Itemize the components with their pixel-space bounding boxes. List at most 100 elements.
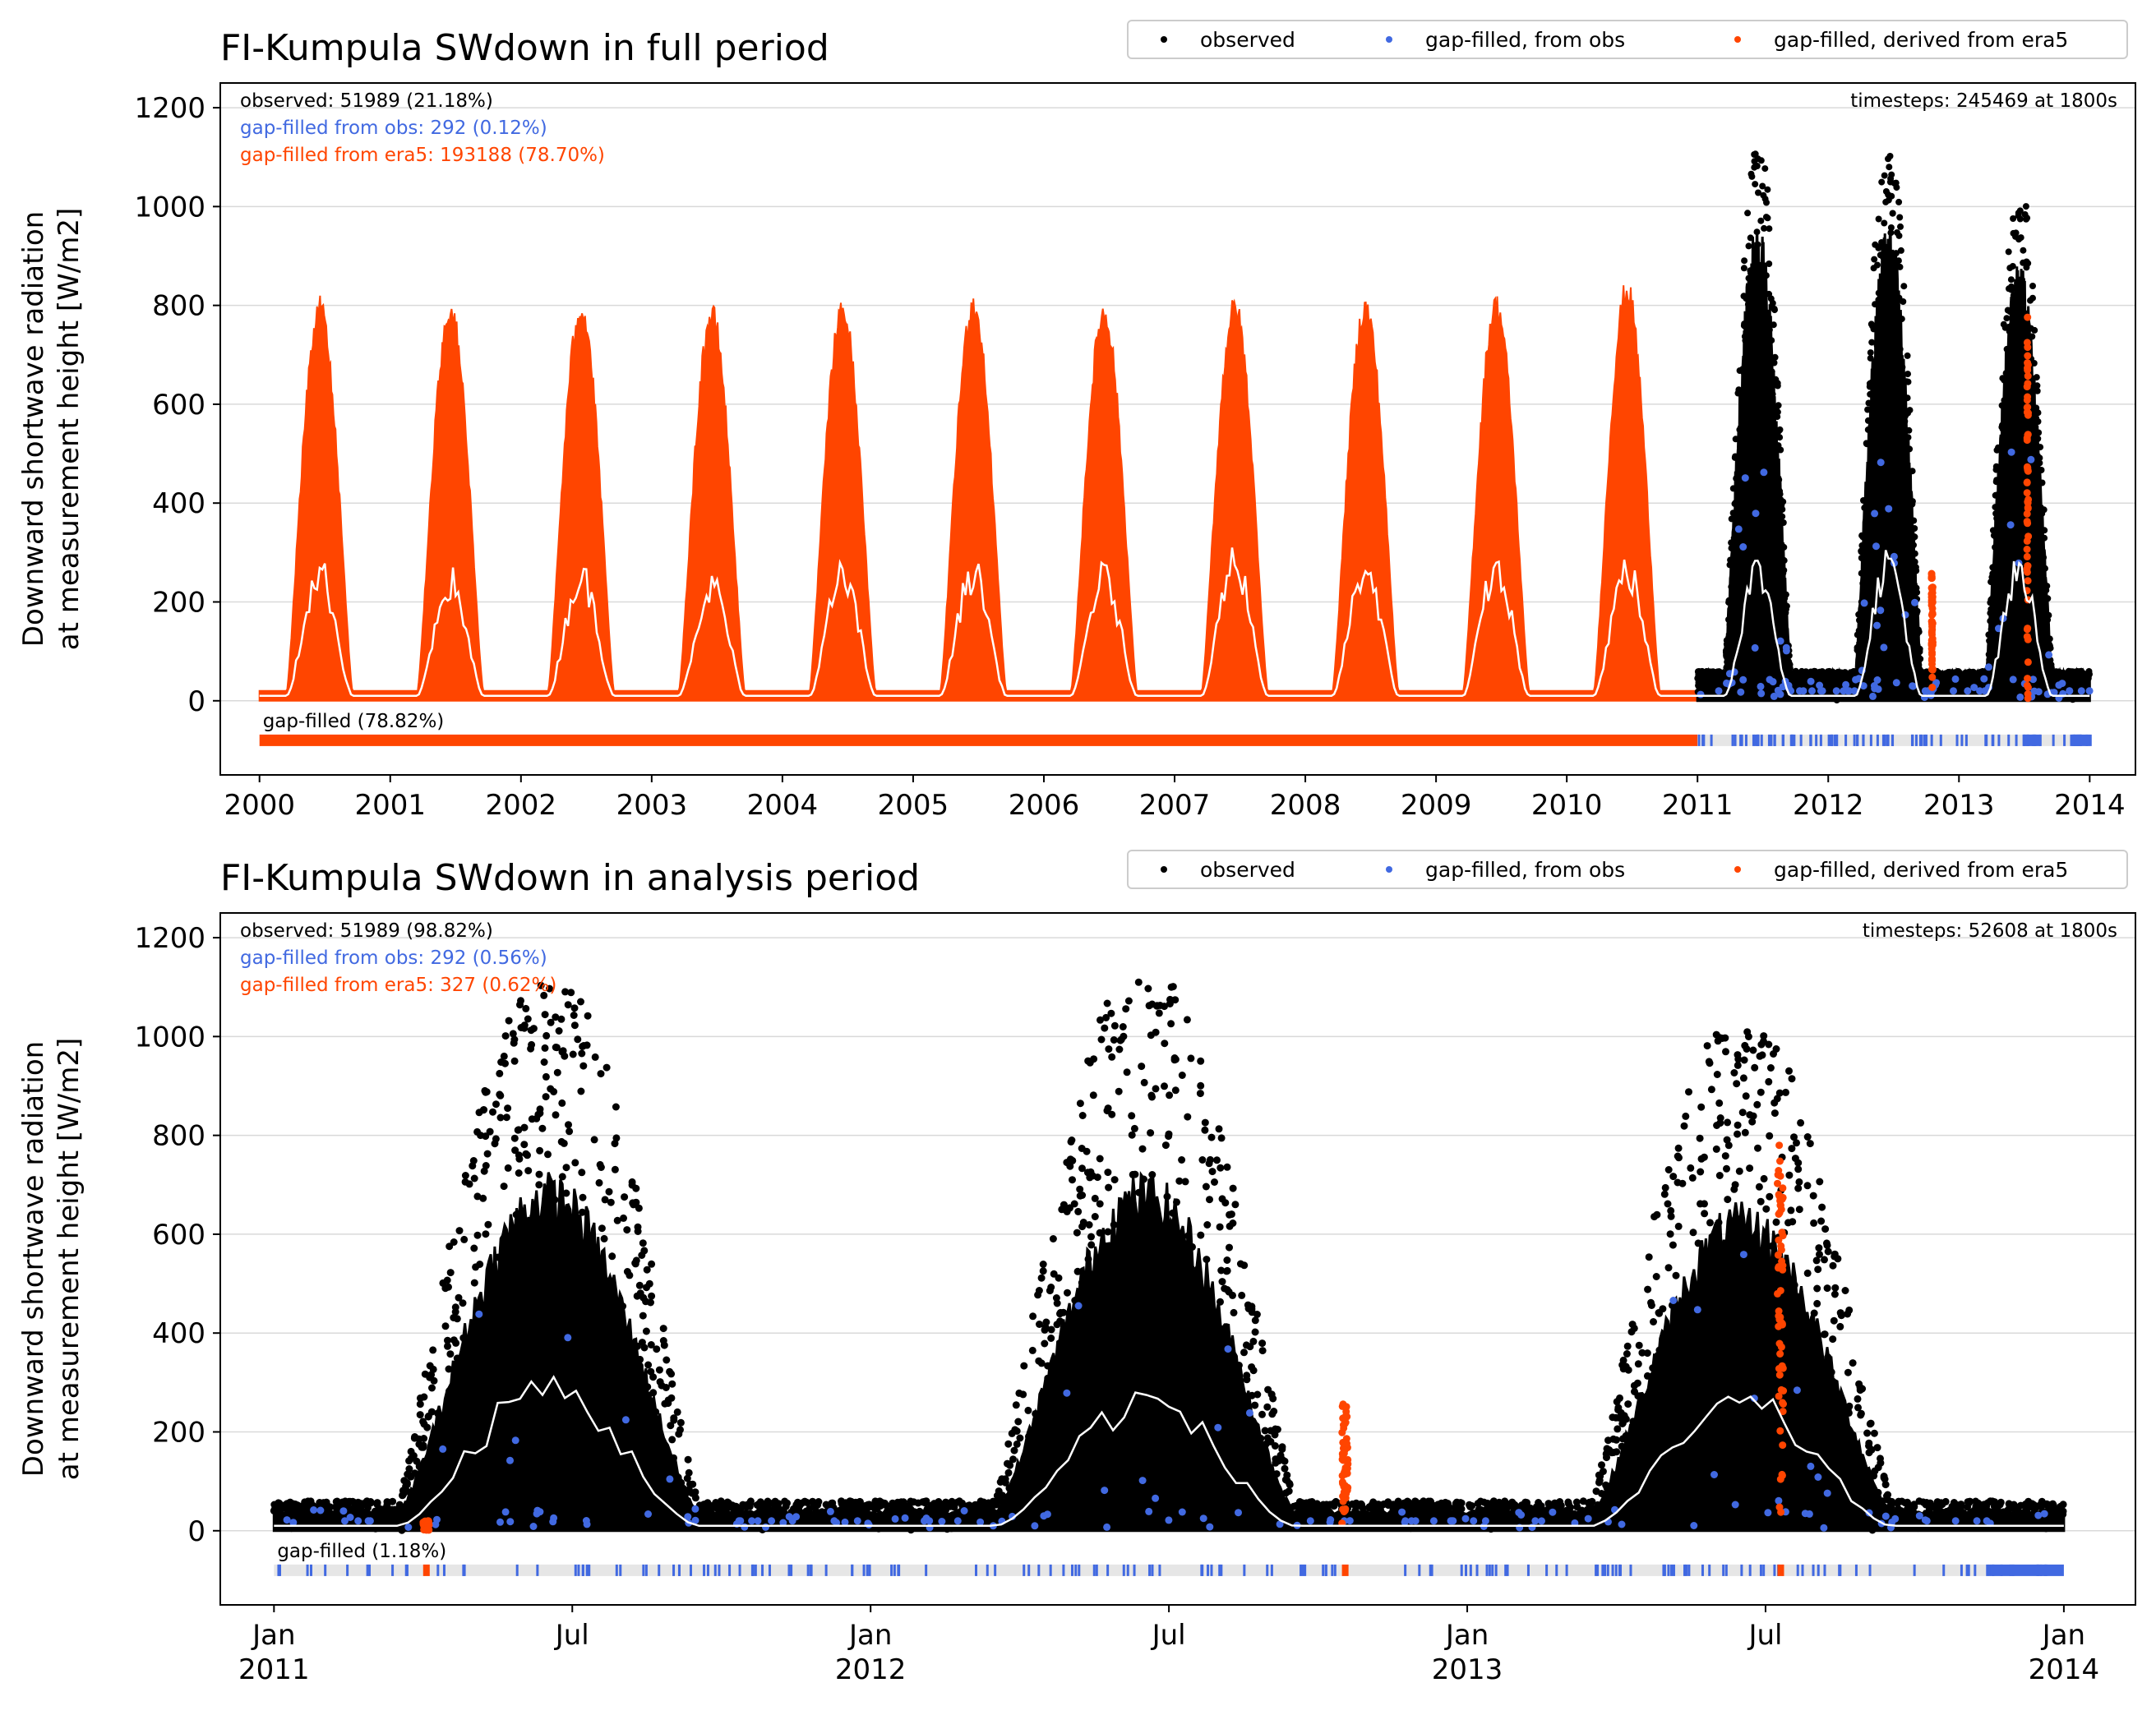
observed-point: [1873, 422, 1881, 430]
observed-point: [1219, 1394, 1226, 1402]
observed-point: [1984, 1499, 1992, 1507]
observed-point: [942, 1498, 950, 1506]
observed-point: [1749, 321, 1757, 329]
observed-point: [490, 1373, 498, 1381]
observed-point: [1895, 324, 1902, 331]
observed-point: [1694, 1239, 1702, 1247]
observed-point: [1874, 475, 1881, 482]
observed-point: [2008, 389, 2015, 396]
observed-point: [2012, 628, 2020, 635]
observed-point: [492, 1100, 500, 1109]
observed-point: [1734, 1215, 1743, 1224]
era5-gapfill-point: [2024, 505, 2032, 513]
observed-point: [434, 1409, 441, 1418]
observed-point: [1377, 1505, 1384, 1514]
observed-point: [1701, 1406, 1709, 1414]
observed-point: [510, 1134, 519, 1142]
observed-point: [1744, 301, 1752, 308]
observed-point: [466, 1443, 474, 1451]
x-tick-label: 2012: [1793, 789, 1864, 822]
observed-point: [426, 1362, 434, 1370]
observed-point: [1371, 1514, 1379, 1522]
observed-point: [1910, 517, 1918, 524]
observed-point: [1895, 232, 1903, 239]
observed-point: [1674, 1222, 1683, 1230]
era5-gapfill-point: [1775, 1365, 1783, 1372]
observed-point: [1749, 275, 1757, 283]
gapfilled-obs-point: [1697, 690, 1705, 698]
observed-point: [1184, 1232, 1193, 1240]
observed-point: [552, 1111, 560, 1119]
observed-point: [1110, 1176, 1119, 1184]
observed-point: [1674, 1178, 1682, 1187]
observed-point: [1870, 1472, 1878, 1480]
observed-point: [1854, 1395, 1862, 1403]
observed-point: [1730, 566, 1738, 574]
observed-point: [1755, 189, 1761, 196]
gapfilled-obs-point: [976, 1518, 985, 1526]
observed-point: [512, 1210, 520, 1219]
era5-gapfill-point: [1928, 625, 1937, 634]
era5-gapfill-point: [1775, 1191, 1783, 1199]
observed-point: [746, 1497, 755, 1505]
observed-point: [2011, 554, 2018, 561]
observed-point: [1737, 450, 1744, 458]
gapfilled-obs-point: [1470, 1517, 1478, 1525]
observed-point: [586, 1313, 594, 1321]
observed-point: [1817, 1217, 1826, 1225]
observed-point: [434, 1461, 442, 1469]
observed-point: [1169, 1209, 1177, 1217]
observed-point: [1225, 1478, 1232, 1487]
gap-bar-tick: [1491, 1564, 1494, 1576]
observed-point: [1886, 476, 1893, 483]
observed-point: [2057, 1502, 2065, 1510]
gapfilled-obs-point: [1715, 687, 1723, 695]
observed-point: [592, 1323, 600, 1331]
era5-gapfill-point: [1776, 1157, 1784, 1165]
observed-point: [1780, 620, 1788, 627]
observed-point: [1844, 1310, 1852, 1318]
observed-point: [1104, 1104, 1112, 1113]
observed-point: [1734, 658, 1742, 666]
observed-point: [1624, 1366, 1632, 1374]
y-tick-label: 800: [152, 290, 205, 323]
observed-point: [659, 1337, 667, 1344]
observed-point: [1047, 1408, 1055, 1417]
observed-point: [1144, 984, 1152, 993]
observed-point: [1411, 1510, 1420, 1518]
observed-point: [1748, 1118, 1757, 1126]
marks-analysis-period: [220, 937, 2135, 1576]
gap-bar-tick: [1809, 734, 1812, 746]
observed-point: [1872, 241, 1879, 248]
observed-point: [1763, 449, 1771, 456]
observed-point: [1230, 1384, 1239, 1392]
observed-point: [1355, 1518, 1364, 1526]
observed-point: [1678, 1386, 1687, 1395]
observed-point: [1715, 1413, 1724, 1421]
observed-point: [1752, 1317, 1761, 1325]
observed-point: [2052, 668, 2060, 675]
observed-point: [1743, 1237, 1752, 1245]
observed-point: [1887, 229, 1895, 237]
observed-point: [1861, 504, 1868, 511]
observed-point: [469, 1157, 478, 1164]
observed-point: [1773, 528, 1780, 535]
observed-point: [398, 1526, 406, 1534]
observed-point: [1744, 373, 1752, 380]
observed-point: [1073, 1229, 1081, 1237]
observed-point: [1352, 1503, 1360, 1511]
observed-point: [329, 1517, 337, 1525]
observed-point: [1813, 1284, 1821, 1293]
observed-point: [644, 1361, 653, 1369]
observed-point: [542, 1093, 550, 1101]
observed-point: [1696, 1134, 1704, 1142]
observed-point: [276, 1509, 284, 1516]
observed-point: [1909, 617, 1916, 625]
observed-point: [1054, 1445, 1062, 1454]
observed-point: [1742, 530, 1749, 537]
observed-point: [2036, 459, 2043, 467]
observed-point: [1768, 1242, 1776, 1250]
observed-point: [1794, 1438, 1803, 1446]
observed-point: [1615, 1413, 1623, 1422]
observed-point: [1669, 1241, 1677, 1249]
